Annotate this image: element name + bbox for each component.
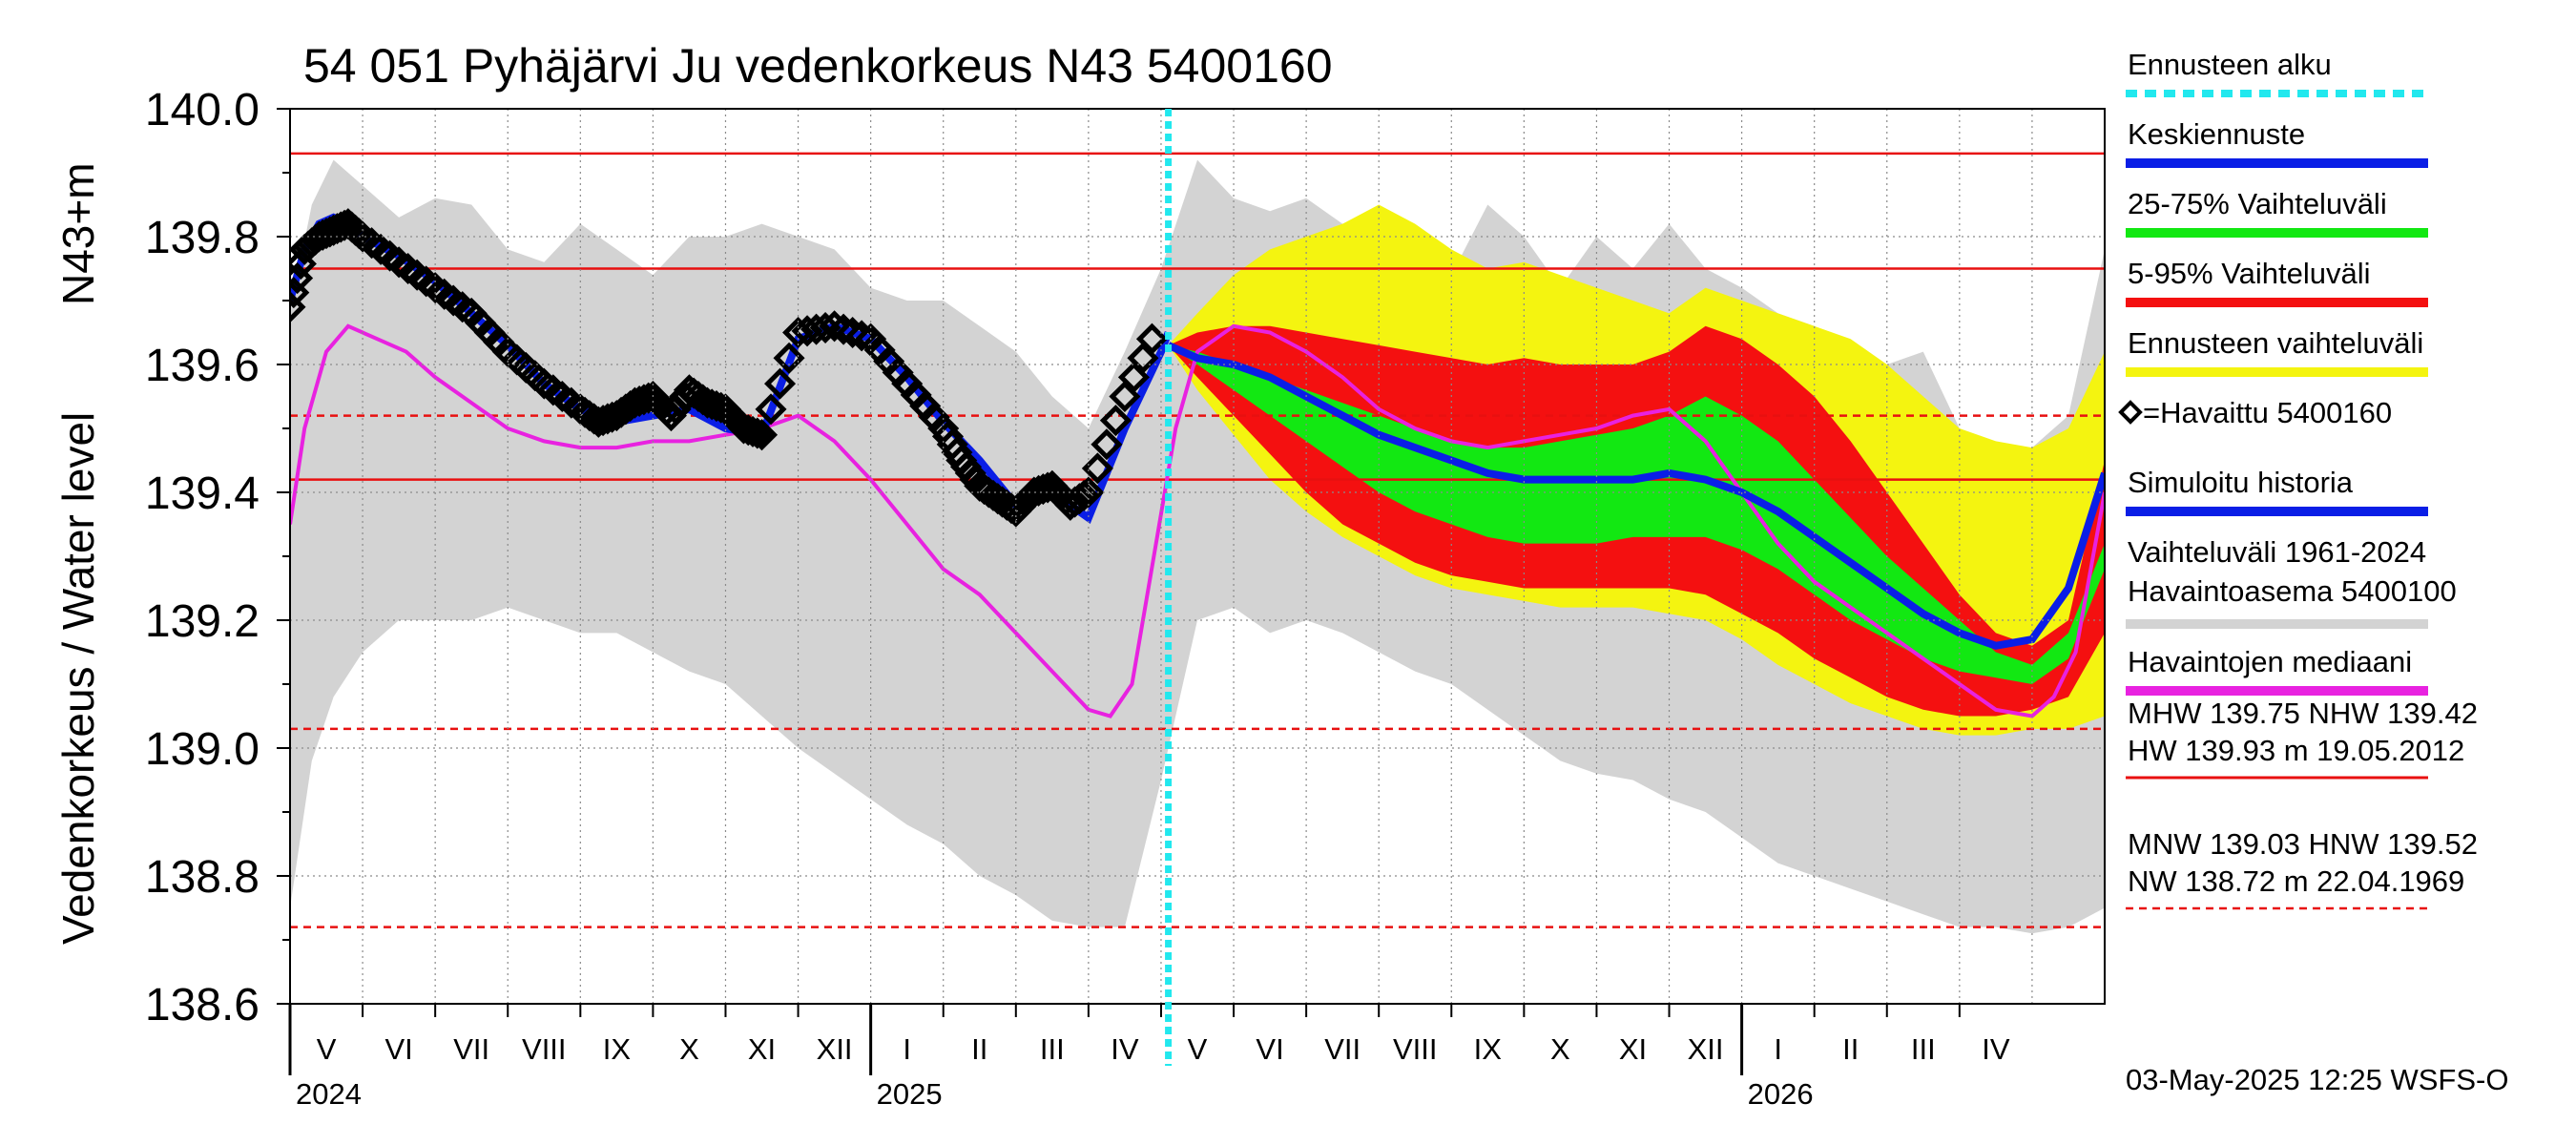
observed-point [1081,452,1113,485]
month-label: I [903,1032,911,1066]
y-tick-label: 140.0 [145,85,260,135]
observed-point [1127,342,1159,374]
legend: Ennusteen alku Keskiennuste 25-75% Vaihtel… [2118,48,2457,696]
month-label: XI [1619,1032,1647,1066]
month-label: VIII [522,1032,567,1066]
legend-label: Ennusteen vaihteluväli [2128,326,2423,360]
legend-label: Havaintojen mediaani [2128,645,2412,678]
legend-label: =Havaittu 5400160 [2143,396,2392,429]
month-label: XII [817,1032,853,1066]
observed-point [773,342,805,374]
observed-point [1117,361,1150,393]
month-label: XII [1688,1032,1724,1066]
stats-hw: HW 139.93 m 19.05.2012 [2128,734,2464,767]
month-label: VII [1324,1032,1361,1066]
legend-label: Simuloitu historia [2128,466,2354,499]
observed-point [764,367,797,400]
y-tick-label: 138.8 [145,852,260,903]
chart-title: 54 051 Pyhäjärvi Ju vedenkorkeus N43 540… [303,39,1333,93]
legend-label: Vaihteluväli 1961-2024 [2128,535,2426,569]
observed-point [837,316,869,349]
stats-nw: NW 138.72 m 22.04.1969 [2128,864,2464,898]
observed-point [1135,323,1168,355]
y-axis-unit-label: N43+m [53,162,103,305]
y-tick-label: 139.0 [145,724,260,775]
observed-point [1091,428,1123,461]
month-label: VI [384,1032,412,1066]
legend-label: Ennusteen alku [2128,48,2332,81]
y-tick-label: 139.6 [145,341,260,391]
stats-mnw-hnw: MNW 139.03 HNW 139.52 [2128,827,2478,861]
month-label: XI [748,1032,776,1066]
year-label: 2026 [1748,1077,1814,1111]
x-axis: V VI VII VIII IX X XI XII I II III IV V VI VII VIII IX X X… [288,1004,2010,1111]
observed-point [827,313,860,345]
month-label: I [1774,1032,1782,1066]
month-label: IV [1982,1032,2010,1066]
legend-label: Keskiennuste [2128,117,2305,151]
grid [290,108,2105,1005]
month-label: VI [1256,1032,1283,1066]
y-tick-label: 138.6 [145,980,260,1030]
month-label: IV [1111,1032,1139,1066]
plot-area [290,152,2105,934]
legend-label: Havaintoasema 5400100 [2128,574,2457,608]
month-label: III [1040,1032,1065,1066]
month-label: II [1842,1032,1859,1066]
month-label: II [971,1032,987,1066]
y-tick-label: 139.2 [145,596,260,647]
month-label: V [1188,1032,1208,1066]
y-tick-label: 139.8 [145,213,260,263]
month-label: III [1911,1032,1936,1066]
forecast-25-75-band [1168,344,2105,684]
legend-marker-diamond [2118,400,2143,425]
year-label: 2025 [877,1077,943,1111]
y-tick-label: 139.4 [145,468,260,519]
observed-point [745,419,779,451]
month-label: V [317,1032,337,1066]
observed-point [1099,405,1132,437]
observed-series [290,208,1168,528]
month-label: IX [1474,1032,1503,1066]
year-label: 2024 [296,1077,362,1111]
month-label: X [679,1032,699,1066]
stats-mhw-nhw: MHW 139.75 NHW 139.42 [2128,697,2478,730]
month-label: VIII [1393,1032,1438,1066]
legend-label: 5-95% Vaihteluväli [2128,257,2370,290]
footer-timestamp: 03-May-2025 12:25 WSFS-O [2126,1063,2508,1096]
observed-point [755,393,787,426]
y-axis: 140.0 139.8 139.6 139.4 139.2 139.0 138.8 138.6 [145,85,290,1030]
month-label: X [1550,1032,1570,1066]
observed-point [819,310,851,343]
y-axis-label: Vedenkorkeus / Water level [53,412,103,945]
observed-point [1109,380,1141,413]
month-label: IX [603,1032,632,1066]
observed-point [845,320,878,352]
observed-median-line [290,323,2105,718]
month-label: VII [453,1032,489,1066]
forecast-median-line [1166,342,2105,650]
legend-label: 25-75% Vaihteluväli [2128,187,2387,220]
